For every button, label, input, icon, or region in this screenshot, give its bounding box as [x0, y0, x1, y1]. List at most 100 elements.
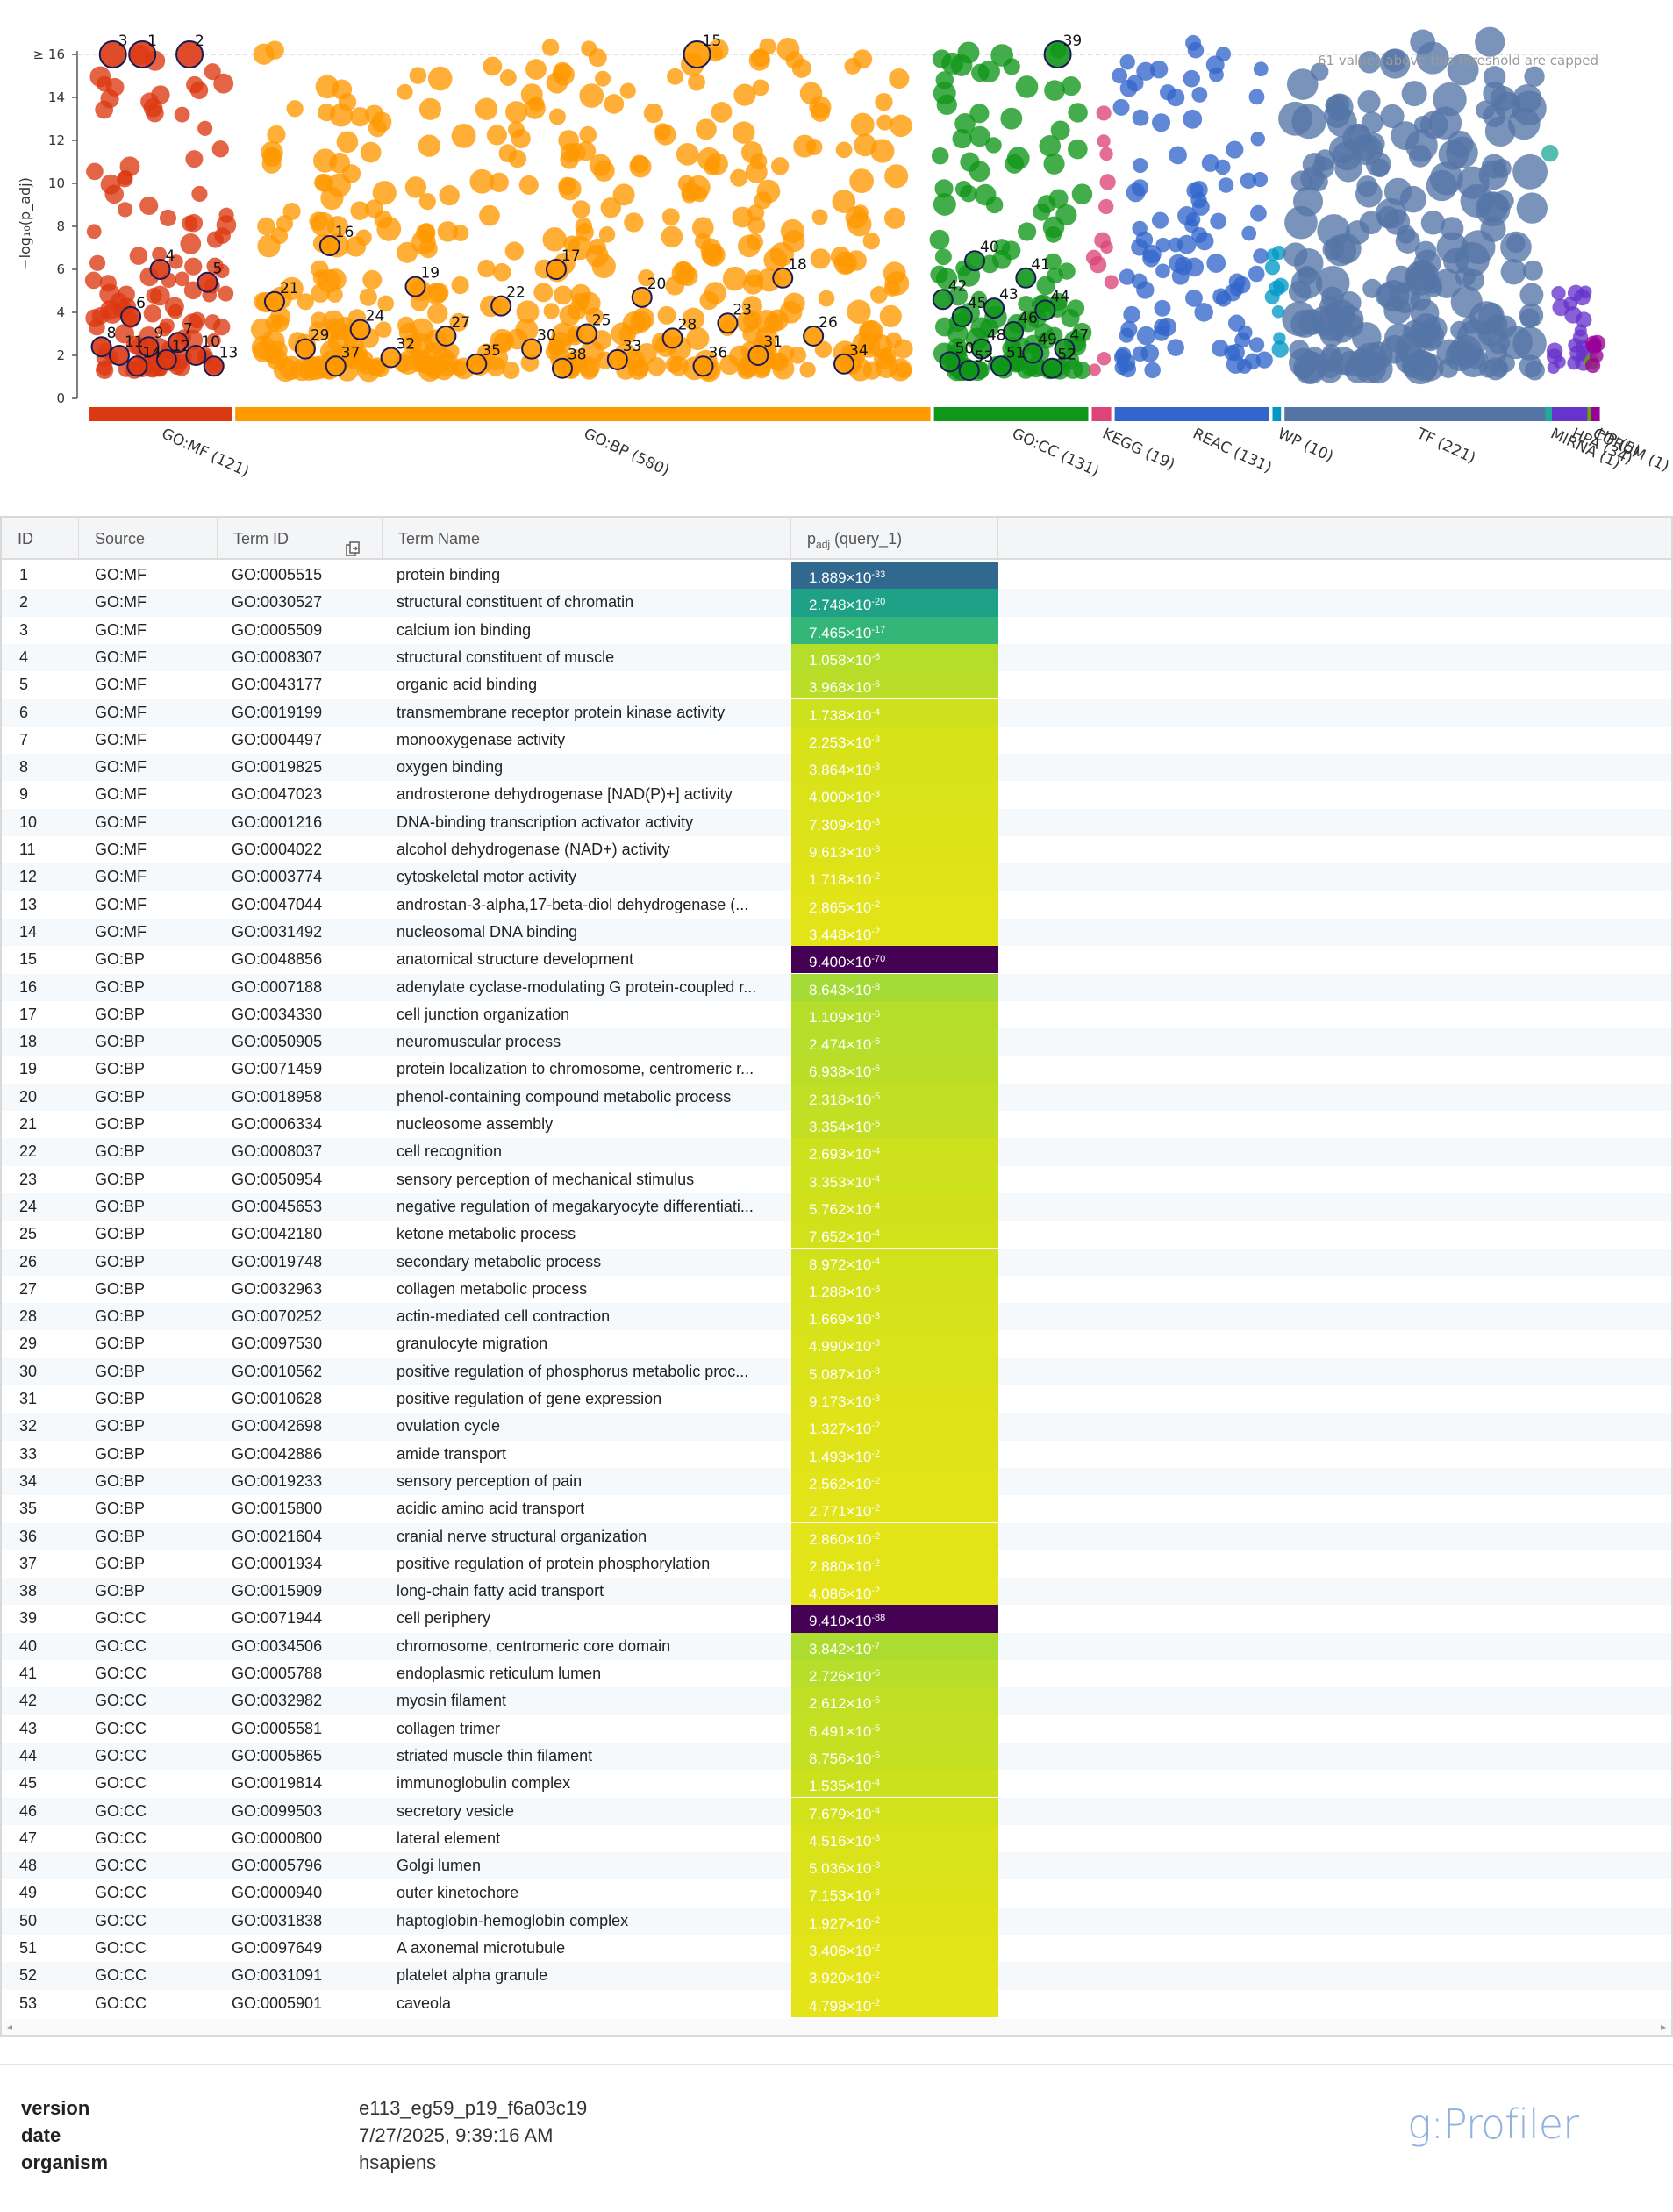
data-point[interactable]: [1456, 319, 1492, 354]
scroll-right-icon[interactable]: ▸: [1660, 2021, 1666, 2033]
data-point[interactable]: [1525, 360, 1545, 381]
data-point[interactable]: [1055, 204, 1077, 226]
data-point[interactable]: [1168, 237, 1183, 253]
data-point[interactable]: [598, 226, 616, 243]
data-point[interactable]: [1187, 41, 1205, 59]
data-point[interactable]: [1362, 278, 1383, 298]
data-point[interactable]: [214, 227, 231, 244]
data-point[interactable]: [504, 101, 528, 124]
cell-term-id[interactable]: GO:0005796: [232, 1857, 323, 1875]
data-point[interactable]: [730, 168, 748, 187]
data-point[interactable]: [751, 48, 770, 68]
data-point[interactable]: [139, 196, 159, 216]
data-point[interactable]: [1547, 361, 1560, 375]
data-point[interactable]: [1446, 136, 1478, 169]
data-point[interactable]: [250, 318, 273, 340]
cell-term-id[interactable]: GO:0070252: [232, 1307, 323, 1326]
data-point[interactable]: [1551, 286, 1566, 301]
data-point[interactable]: [403, 334, 422, 354]
cell-term-id[interactable]: GO:0043177: [232, 676, 323, 694]
data-point[interactable]: [1376, 206, 1399, 229]
data-point[interactable]: [286, 100, 304, 118]
table-row[interactable]: 25 GO:BP GO:0042180 ketone metabolic proces…: [2, 1221, 1671, 1249]
data-point[interactable]: [754, 310, 779, 334]
highlighted-point[interactable]: [631, 286, 653, 308]
data-point[interactable]: [1497, 354, 1515, 373]
data-point[interactable]: [1290, 309, 1319, 339]
data-point[interactable]: [105, 77, 125, 97]
data-point[interactable]: [854, 133, 877, 157]
table-row[interactable]: 10 GO:MF GO:0001216 DNA-binding transcripti…: [2, 808, 1671, 836]
data-point[interactable]: [182, 215, 198, 232]
data-point[interactable]: [776, 38, 800, 61]
data-point[interactable]: [159, 209, 177, 226]
data-point[interactable]: [218, 285, 234, 302]
data-point[interactable]: [265, 40, 284, 60]
cell-term-id[interactable]: GO:0004497: [232, 730, 323, 748]
data-point[interactable]: [869, 285, 888, 304]
data-point[interactable]: [1009, 354, 1027, 372]
cell-term-id[interactable]: GO:0034506: [232, 1636, 323, 1655]
data-point[interactable]: [1360, 350, 1379, 369]
cell-term-id[interactable]: GO:0015800: [232, 1500, 323, 1518]
data-point[interactable]: [475, 97, 498, 120]
cell-term-id[interactable]: GO:0050954: [232, 1170, 323, 1188]
data-point[interactable]: [102, 303, 123, 324]
data-point[interactable]: [418, 240, 438, 259]
data-point[interactable]: [567, 301, 587, 320]
gprofiler-logo[interactable]: g:Profiler: [1406, 2101, 1579, 2148]
highlighted-point[interactable]: [717, 312, 739, 334]
data-point[interactable]: [933, 82, 956, 105]
cell-term-id[interactable]: GO:0008037: [232, 1142, 323, 1161]
data-point[interactable]: [1519, 308, 1540, 329]
highlighted-point[interactable]: [349, 319, 371, 340]
data-point[interactable]: [1416, 41, 1449, 75]
data-point[interactable]: [811, 209, 828, 225]
data-point[interactable]: [528, 96, 545, 112]
data-point[interactable]: [1152, 113, 1171, 132]
cell-term-id[interactable]: GO:0005509: [232, 620, 323, 639]
highlighted-point[interactable]: [833, 353, 855, 375]
data-point[interactable]: [1440, 217, 1464, 240]
data-point[interactable]: [1433, 82, 1467, 117]
data-point[interactable]: [1098, 198, 1114, 215]
data-point[interactable]: [451, 276, 469, 295]
data-point[interactable]: [957, 41, 980, 64]
data-point[interactable]: [117, 170, 133, 188]
data-point[interactable]: [1332, 140, 1362, 171]
cell-term-id[interactable]: GO:0019814: [232, 1774, 323, 1793]
data-point[interactable]: [600, 197, 622, 218]
data-point[interactable]: [1355, 180, 1383, 208]
data-point[interactable]: [1405, 265, 1436, 296]
cell-term-id[interactable]: GO:0031492: [232, 922, 323, 941]
data-point[interactable]: [954, 181, 972, 197]
highlighted-point[interactable]: [108, 345, 130, 366]
data-point[interactable]: [1144, 362, 1161, 379]
data-point[interactable]: [1123, 305, 1140, 324]
table-row[interactable]: 48 GO:CC GO:0005796 Golgi lumen 5.036×10-3: [2, 1852, 1671, 1880]
table-row[interactable]: 39 GO:CC GO:0071944 cell periphery 9.410×10-…: [2, 1605, 1671, 1633]
data-point[interactable]: [516, 300, 540, 324]
data-point[interactable]: [1153, 325, 1170, 341]
highlighted-point[interactable]: [203, 355, 225, 377]
data-point[interactable]: [883, 261, 906, 285]
data-point[interactable]: [89, 254, 106, 271]
data-point[interactable]: [563, 235, 581, 253]
data-point[interactable]: [970, 290, 987, 307]
data-point[interactable]: [397, 83, 413, 100]
highlighted-point[interactable]: [149, 259, 171, 280]
data-point[interactable]: [1228, 273, 1246, 290]
col-header-padj[interactable]: padj (query_1): [791, 518, 998, 560]
cell-term-id[interactable]: GO:0032982: [232, 1692, 323, 1710]
highlighted-point[interactable]: [318, 235, 340, 257]
data-point[interactable]: [490, 328, 515, 354]
cell-term-id[interactable]: GO:0047044: [232, 895, 323, 913]
data-point[interactable]: [1380, 104, 1405, 129]
data-point[interactable]: [418, 193, 436, 211]
data-point[interactable]: [931, 147, 949, 165]
data-point[interactable]: [1461, 230, 1496, 265]
data-point[interactable]: [934, 179, 954, 198]
export-icon[interactable]: [346, 531, 360, 556]
data-point[interactable]: [588, 48, 607, 68]
data-point[interactable]: [1183, 69, 1200, 88]
